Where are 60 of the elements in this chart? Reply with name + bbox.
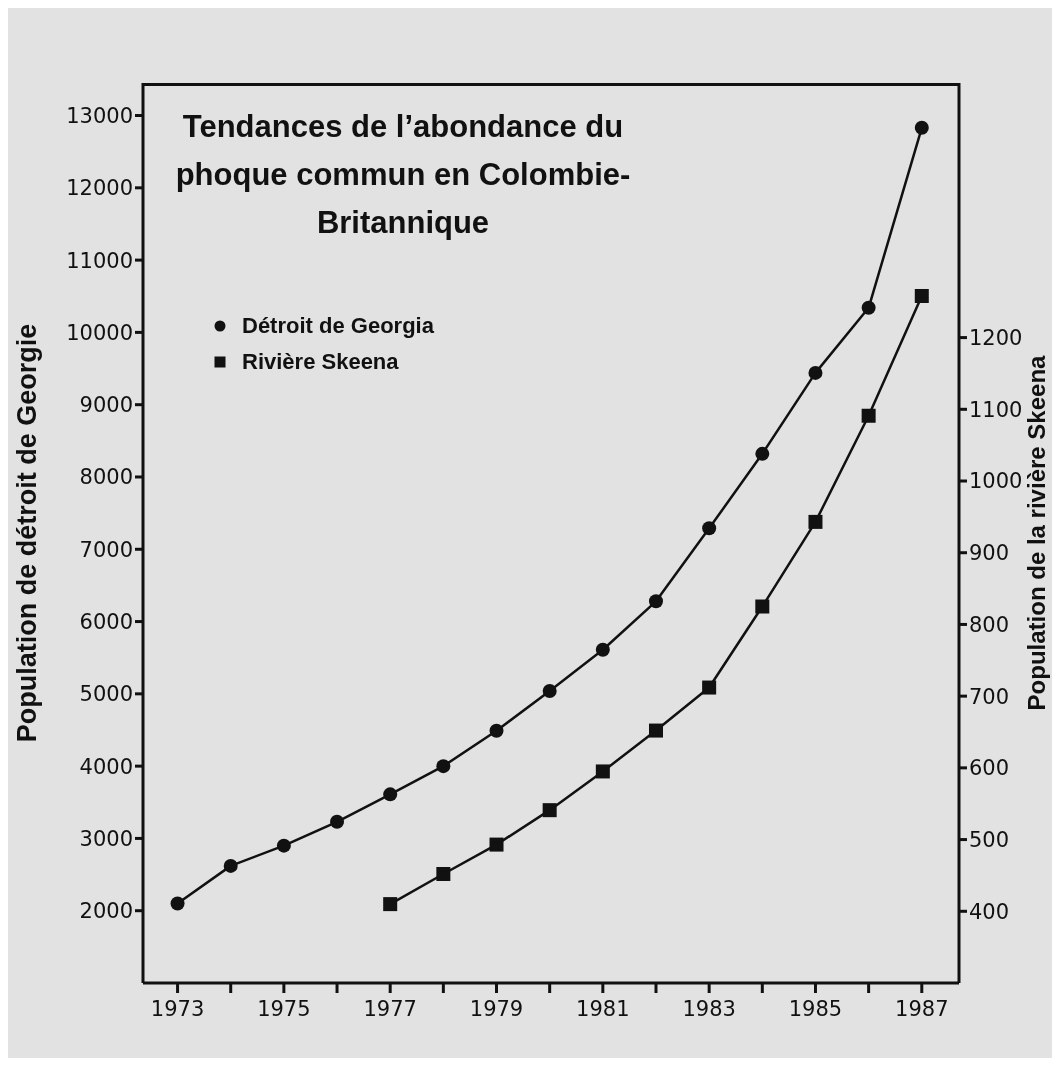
point [170,896,185,911]
point [755,599,770,614]
y-tick-label: 13000 [66,103,133,128]
y2-tick-label: 600 [969,756,1010,781]
point [595,764,610,779]
point [542,683,557,698]
point [223,858,238,873]
y2-tick-label: 900 [969,541,1010,566]
point [702,521,717,536]
x-tick-label: 1981 [576,996,630,1021]
point [914,288,929,303]
point [595,642,610,657]
text: Tendances de l’abondance du phoque commun en Colombie-Britannique [174,108,632,242]
point [648,723,663,738]
y-tick-label: 9000 [79,393,133,418]
x-tick-label: 1983 [682,996,736,1021]
x-tick-label: 1985 [788,996,843,1021]
x-tick-label: 1987 [895,996,949,1021]
y2-tick-label: 1100 [969,397,1023,422]
y-tick-label: 10000 [66,320,133,345]
point [808,365,823,380]
y-tick-label: 12000 [66,176,133,201]
point [383,897,398,912]
point [702,680,717,695]
point [436,867,451,881]
x-tick-label: 1975 [257,996,311,1021]
point [489,837,504,852]
x-tick-label: 1979 [469,996,524,1021]
x-tick-label: 1973 [150,996,205,1021]
y2-tick-label: 1000 [969,469,1023,494]
point [489,723,504,738]
y2-axis-title: Population de la rivière Skeena [1022,354,1050,711]
point [276,838,291,853]
point [648,594,663,609]
legend-label: Rivière Skeena [242,348,399,376]
point [861,408,876,423]
x-tick-label: 1977 [363,996,417,1021]
point [383,787,398,802]
point [542,803,557,818]
y2-tick-label: 800 [969,612,1010,637]
y-tick-label: 4000 [79,754,133,779]
y2-tick-label: 400 [969,899,1010,924]
y-tick-label: 8000 [79,465,133,490]
point [914,120,929,135]
y-tick-label: 6000 [79,610,133,635]
y-axis-title: Population de détroit de Georgie [11,323,42,743]
y-tick-label: 5000 [79,682,133,707]
y-tick-label: 11000 [66,248,133,273]
y-tick-label: 3000 [79,826,133,851]
point [861,300,876,315]
legend-label: Détroit de Georgia [242,312,434,340]
point [330,814,345,829]
point [808,514,823,529]
y-tick-label: 7000 [79,537,133,562]
y2-tick-label: 700 [969,684,1010,709]
y2-tick-label: 1200 [969,326,1023,351]
y-tick-label: 2000 [79,899,133,924]
point [436,759,451,774]
y2-tick-label: 500 [969,828,1010,853]
point [755,446,770,461]
